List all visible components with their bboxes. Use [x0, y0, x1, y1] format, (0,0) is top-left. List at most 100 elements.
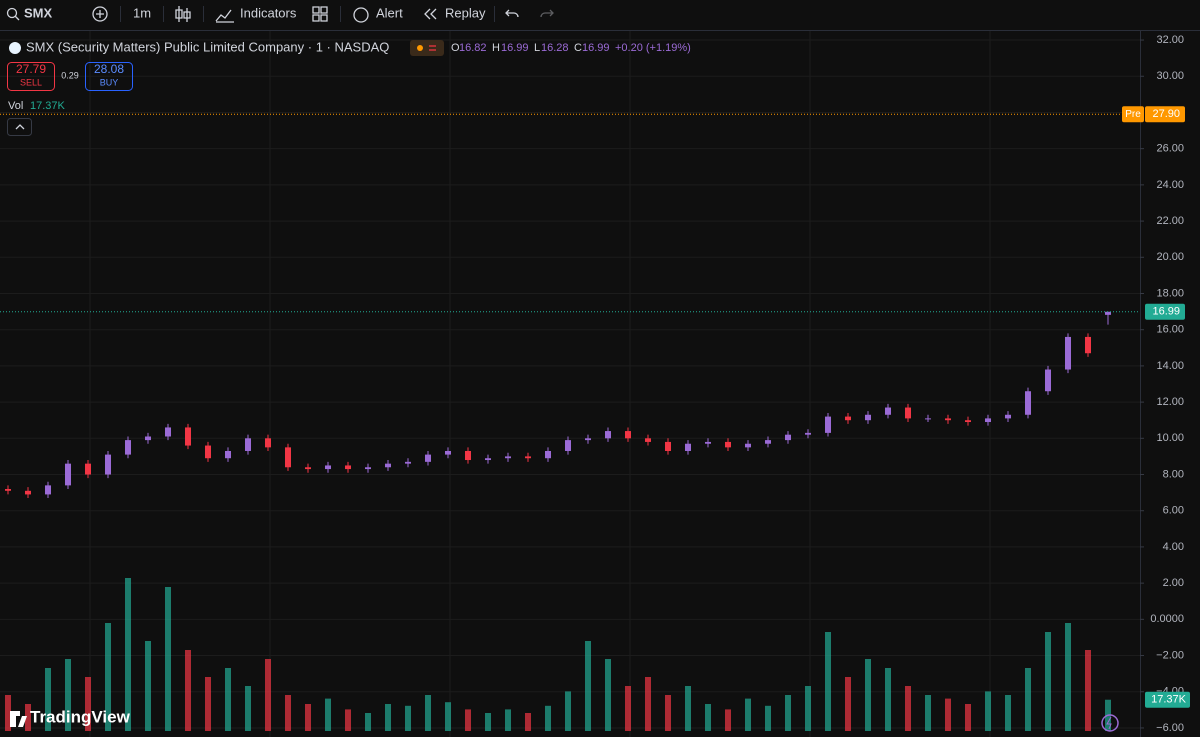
y-tick-label: 22.00	[1156, 215, 1184, 227]
candle-body	[905, 407, 911, 419]
volume-bar	[905, 686, 911, 731]
alert-icon[interactable]	[353, 7, 369, 23]
candle-body	[925, 418, 931, 420]
last-price-label: 16.99	[1152, 306, 1180, 318]
candle-body	[425, 454, 431, 462]
lightning-button[interactable]	[1101, 714, 1119, 732]
volume-bar	[805, 686, 811, 731]
volume-value: 17.37K	[30, 100, 66, 112]
candle-body	[945, 418, 951, 421]
add-symbol[interactable]	[92, 6, 108, 22]
logo	[10, 711, 27, 727]
chart-type[interactable]	[175, 6, 191, 22]
candle-body	[825, 416, 831, 433]
market-status[interactable]	[410, 40, 444, 56]
candle-body	[85, 463, 91, 475]
candle-body	[585, 438, 591, 441]
buy-button[interactable]	[85, 62, 133, 91]
volume-bar	[185, 650, 191, 731]
y-tick-label: 0.0000	[1150, 613, 1184, 625]
ohlc-value: 16.99	[582, 42, 610, 54]
volume-bar	[865, 659, 871, 731]
candle-body	[145, 436, 151, 441]
undo[interactable]	[505, 9, 519, 18]
candle-body	[445, 450, 451, 455]
volume-bar	[985, 691, 991, 731]
volume-bar	[465, 709, 471, 731]
volume-bar	[65, 659, 71, 731]
ohlc-value: 16.28	[541, 42, 569, 54]
replay-icon[interactable]	[424, 8, 437, 20]
volume-bar	[745, 698, 751, 731]
sell-label: SELL	[20, 77, 42, 87]
layouts[interactable]	[312, 6, 328, 22]
candle-body	[765, 440, 771, 444]
candle-body	[985, 418, 991, 423]
candle-body	[1085, 336, 1091, 354]
candle-body	[745, 443, 751, 448]
candle-body	[405, 461, 411, 464]
volume-bar	[345, 709, 351, 731]
y-tick-label: 30.00	[1156, 70, 1184, 82]
buy-price: 28.08	[94, 62, 124, 76]
legend-title: SMX (Security Matters) Public Limited Co…	[26, 39, 389, 54]
candle-body	[705, 441, 711, 444]
y-tick-label: 12.00	[1156, 396, 1184, 408]
candle-body	[665, 441, 671, 451]
pre-badge	[1122, 106, 1144, 123]
volume-bar	[845, 677, 851, 731]
status-icon	[429, 45, 436, 51]
candle-body	[685, 443, 691, 451]
y-tick-label: 20.00	[1156, 251, 1184, 263]
volume-bar	[505, 709, 511, 731]
replay[interactable]: Replay	[445, 5, 486, 20]
add-icon	[96, 10, 104, 18]
candle-layer	[5, 311, 1111, 499]
candle-body	[265, 438, 271, 448]
volume-bar	[45, 668, 51, 731]
y-tick-label: 32.00	[1156, 34, 1184, 46]
candle-body	[785, 434, 791, 441]
volume-layer	[5, 578, 1111, 731]
volume-bar	[545, 705, 551, 731]
volume-bar	[205, 677, 211, 731]
candle-body	[365, 467, 371, 470]
candle-body	[865, 414, 871, 421]
ohlc-label: O	[451, 42, 460, 54]
spread: 0.29	[61, 70, 79, 80]
volume-bar	[85, 677, 91, 731]
candle-body	[965, 420, 971, 423]
candle-body	[845, 416, 851, 421]
volume-bar	[165, 587, 171, 731]
volume-bar	[285, 695, 291, 731]
lightning-icon	[1106, 716, 1112, 730]
volume-bar	[945, 698, 951, 731]
y-tick-label: −6.00	[1156, 722, 1184, 734]
y-tick-label: 14.00	[1156, 360, 1184, 372]
volume-bar	[925, 695, 931, 731]
volume-bar	[425, 695, 431, 731]
collapse-button[interactable]	[7, 118, 32, 136]
volume-bar	[645, 677, 651, 731]
volume-bar	[25, 704, 31, 731]
interval[interactable]: 1m	[133, 5, 151, 20]
volume-bar	[785, 695, 791, 731]
volume-badge	[1145, 691, 1190, 708]
sell-button[interactable]	[7, 62, 55, 91]
candle-body	[1045, 369, 1051, 392]
volume-bar	[445, 702, 451, 731]
volume-bar	[705, 704, 711, 731]
symbol[interactable]: SMX	[24, 5, 53, 20]
indicators[interactable]: Indicators	[240, 5, 297, 20]
search-icon[interactable]	[6, 7, 18, 19]
indicators-icon[interactable]	[215, 9, 234, 23]
volume-bar	[525, 713, 531, 731]
branding: TradingView	[30, 707, 131, 726]
candle-body	[45, 485, 51, 495]
redo[interactable]	[540, 9, 554, 18]
search-icon	[14, 15, 20, 21]
symbol-logo	[9, 42, 21, 54]
alert[interactable]: Alert	[376, 5, 403, 20]
volume-bar	[225, 668, 231, 731]
